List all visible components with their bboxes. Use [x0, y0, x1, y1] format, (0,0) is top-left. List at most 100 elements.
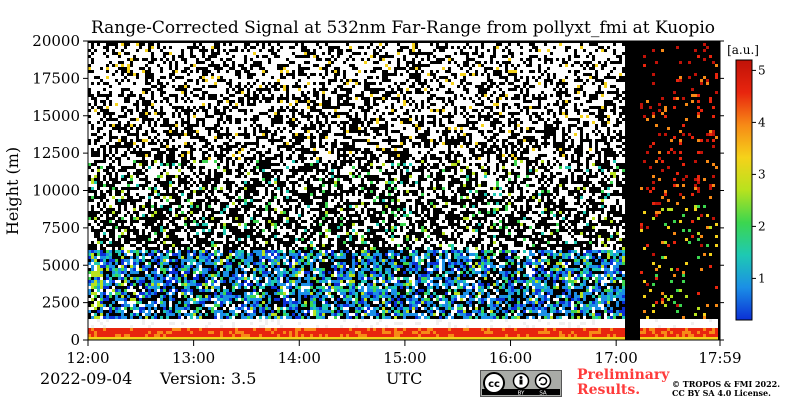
y-tick-label: 20000 — [32, 32, 80, 50]
heatmap-column — [265, 337, 268, 340]
heatmap-column — [478, 184, 481, 295]
heatmap-column — [436, 334, 439, 337]
heatmap-column — [478, 271, 481, 316]
heatmap-column — [124, 253, 127, 319]
heatmap-column — [187, 43, 190, 328]
heatmap-column — [700, 337, 703, 340]
heatmap-column — [151, 205, 154, 208]
heatmap-column — [529, 169, 532, 172]
heatmap-column — [556, 328, 559, 337]
heatmap-column — [112, 46, 115, 328]
heatmap-column — [112, 328, 115, 337]
heatmap-column — [532, 253, 535, 319]
heatmap-column — [250, 307, 253, 310]
heatmap-column — [160, 337, 163, 340]
heatmap-column — [106, 268, 109, 271]
heatmap-column — [436, 328, 439, 334]
heatmap-column — [529, 250, 532, 310]
heatmap-column — [127, 334, 130, 337]
heatmap-column — [238, 43, 241, 328]
heatmap-column — [496, 280, 499, 313]
heatmap-column — [91, 337, 94, 340]
heatmap-column — [130, 250, 133, 319]
heatmap-column — [103, 184, 106, 187]
heatmap-column — [148, 52, 151, 325]
heatmap-column — [247, 328, 250, 334]
heatmap-column — [685, 175, 688, 178]
heatmap-column — [151, 322, 154, 325]
heatmap-column — [607, 262, 610, 307]
heatmap-column — [502, 43, 505, 328]
heatmap-column — [403, 271, 406, 274]
heatmap-column — [517, 328, 520, 334]
heatmap-column — [268, 250, 271, 262]
heatmap-column — [277, 328, 280, 334]
heatmap-column — [133, 259, 136, 310]
heatmap-column — [154, 232, 157, 253]
heatmap-column — [388, 187, 391, 301]
heatmap-column — [688, 229, 691, 244]
heatmap-column — [316, 325, 319, 328]
heatmap-column — [676, 79, 679, 334]
heatmap-column — [688, 61, 691, 136]
heatmap-column — [94, 286, 97, 298]
heatmap-column — [349, 43, 352, 328]
heatmap-column — [529, 328, 532, 337]
y-tick-label: 0 — [70, 331, 80, 349]
y-tick-label: 10000 — [32, 182, 80, 200]
heatmap-column — [196, 256, 199, 259]
heatmap-column — [205, 328, 208, 337]
heatmap-column — [577, 328, 580, 337]
heatmap-column — [400, 331, 403, 334]
heatmap-column — [655, 274, 658, 277]
heatmap-column — [658, 319, 661, 325]
heatmap-column — [484, 250, 487, 253]
heatmap-column — [361, 253, 364, 319]
heatmap-column — [304, 331, 307, 337]
heatmap-column — [205, 286, 208, 298]
heatmap-column — [535, 328, 538, 337]
heatmap-column — [574, 280, 577, 283]
heatmap-column — [568, 334, 571, 337]
heatmap-column — [385, 331, 388, 334]
heatmap-column — [247, 256, 250, 304]
heatmap-column — [325, 334, 328, 337]
heatmap-column — [232, 334, 235, 337]
heatmap-column — [577, 325, 580, 328]
heatmap-column — [406, 328, 409, 337]
heatmap-column — [541, 328, 544, 337]
heatmap-column — [322, 274, 325, 319]
heatmap-column — [277, 46, 280, 328]
heatmap-column — [511, 259, 514, 295]
heatmap-column — [193, 328, 196, 337]
heatmap-column — [157, 274, 160, 283]
heatmap-column — [211, 217, 214, 289]
heatmap-column — [391, 43, 394, 328]
heatmap-column — [217, 250, 220, 313]
heatmap-column — [646, 100, 649, 121]
heatmap-column — [247, 235, 250, 301]
heatmap-column — [511, 250, 514, 310]
heatmap-column — [283, 292, 286, 295]
heatmap-column — [361, 334, 364, 337]
heatmap-column — [265, 331, 268, 337]
heatmap-column — [592, 331, 595, 334]
heatmap-column — [295, 46, 298, 328]
heatmap-column — [370, 163, 373, 277]
heatmap-column — [448, 322, 451, 328]
heatmap-column — [181, 211, 184, 286]
heatmap-column — [271, 319, 274, 322]
heatmap-column — [388, 328, 391, 337]
heatmap-column — [148, 328, 151, 337]
heatmap-column — [484, 331, 487, 334]
heatmap-column — [310, 250, 313, 310]
heatmap-column — [433, 265, 436, 307]
heatmap-column — [271, 43, 274, 328]
heatmap-column — [166, 262, 169, 316]
heatmap-column — [382, 328, 385, 334]
heatmap-column — [310, 163, 313, 307]
heatmap-column — [472, 328, 475, 337]
heatmap-column — [238, 223, 241, 226]
heatmap-column — [340, 262, 343, 280]
heatmap-column — [292, 265, 295, 283]
